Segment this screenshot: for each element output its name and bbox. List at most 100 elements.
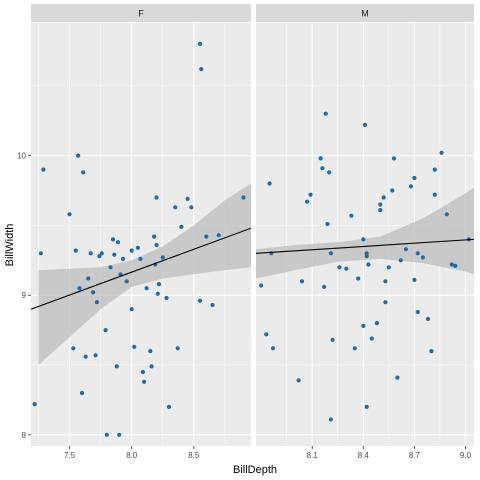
data-point: [415, 309, 420, 315]
data-point: [361, 237, 366, 242]
data-point: [173, 205, 178, 210]
data-point: [160, 255, 165, 260]
data-point: [110, 237, 116, 242]
data-point: [94, 300, 99, 305]
data-point: [79, 390, 85, 396]
data-point: [148, 349, 153, 354]
confidence-band: [256, 187, 474, 279]
data-point: [81, 170, 86, 175]
y-tick-label: 8: [22, 431, 27, 440]
data-point: [308, 192, 313, 197]
data-point: [132, 344, 137, 349]
y-tick-label: 10: [17, 152, 26, 161]
data-point: [114, 364, 119, 369]
data-point: [112, 252, 117, 257]
data-point: [77, 286, 82, 291]
data-point: [41, 167, 46, 172]
data-point: [108, 265, 113, 270]
data-point: [344, 266, 349, 271]
data-point: [361, 323, 366, 328]
data-point: [374, 321, 379, 326]
data-point: [216, 233, 221, 238]
data-point: [166, 404, 172, 409]
data-point: [412, 175, 417, 181]
confidence-band: [38, 183, 251, 365]
panels: F 7.5 8.0 8.5 8 9 10 M 8.1 8.4 8.7 9.0: [17, 4, 474, 460]
panel-f: F 7.5 8.0 8.5 8 9 10: [17, 4, 251, 460]
data-point: [364, 251, 369, 256]
y-axis-title: BillWidth: [4, 224, 16, 267]
x-tick-label: 8.5: [188, 451, 200, 460]
data-point: [259, 283, 264, 288]
data-point: [398, 258, 403, 263]
data-point: [104, 432, 109, 437]
data-point: [327, 170, 332, 175]
data-point: [185, 196, 190, 201]
x-tick-label: 7.5: [64, 451, 76, 460]
data-point: [366, 262, 371, 267]
data-point: [439, 150, 444, 155]
data-point: [369, 336, 374, 341]
data-point: [444, 212, 449, 217]
data-point: [429, 349, 434, 354]
data-point: [86, 276, 91, 281]
data-point: [322, 284, 327, 289]
data-point: [124, 279, 129, 284]
regression-line: [256, 238, 474, 254]
data-point: [179, 224, 184, 229]
panel-content: [256, 23, 474, 446]
data-point: [386, 265, 391, 270]
data-point: [267, 181, 272, 186]
data-point: [197, 298, 203, 303]
facet-strip-label: F: [138, 9, 144, 19]
data-point: [175, 346, 180, 351]
data-point: [320, 166, 325, 171]
data-point: [154, 195, 159, 200]
panel-m: M 8.1 8.4 8.7 9.0: [256, 4, 474, 460]
data-point: [420, 255, 425, 260]
data-point: [135, 245, 140, 250]
x-tick-label: 8.4: [358, 451, 370, 460]
data-point: [164, 295, 169, 301]
panel-content: [31, 23, 251, 446]
data-point: [349, 213, 354, 218]
data-point: [140, 369, 145, 375]
data-point: [152, 234, 157, 239]
x-tick-label: 8.0: [126, 451, 138, 460]
data-point: [408, 184, 414, 189]
data-point: [390, 188, 395, 193]
data-point: [138, 256, 143, 261]
data-point: [305, 199, 310, 204]
data-point: [129, 307, 134, 312]
data-point: [189, 205, 194, 210]
x-tick-label: 8.1: [307, 451, 319, 460]
data-point: [378, 202, 383, 207]
data-point: [328, 251, 333, 256]
data-point: [67, 212, 72, 217]
data-point: [32, 402, 37, 407]
data-point: [412, 277, 417, 282]
data-point: [117, 432, 122, 437]
y-tick-label: 9: [22, 291, 27, 300]
facet-strip-label: M: [361, 9, 369, 19]
data-point: [93, 353, 98, 358]
data-point: [210, 302, 215, 308]
data-point: [403, 247, 408, 252]
data-point: [325, 221, 330, 227]
data-point: [197, 41, 203, 47]
data-point: [381, 195, 386, 200]
data-point: [453, 263, 458, 268]
data-point: [270, 346, 276, 351]
data-point: [337, 265, 342, 270]
data-point: [156, 282, 162, 287]
data-point: [362, 122, 368, 127]
data-point: [432, 167, 437, 172]
data-point: [144, 286, 149, 291]
x-axis-title: BillDepth: [233, 464, 277, 476]
data-point: [352, 346, 357, 351]
data-point: [142, 379, 147, 384]
data-point: [99, 251, 104, 256]
data-point: [154, 242, 159, 248]
data-point: [120, 256, 126, 261]
